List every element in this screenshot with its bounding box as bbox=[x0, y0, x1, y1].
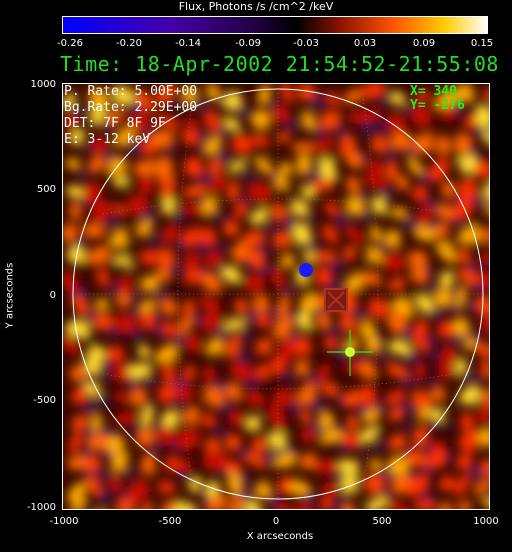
cursor-crosshair-icon bbox=[327, 330, 373, 376]
x-tick: -500 bbox=[158, 516, 182, 527]
colorbar-tick: -0.20 bbox=[116, 38, 142, 49]
y-tick: 500 bbox=[36, 184, 56, 195]
x-tick: 1000 bbox=[473, 516, 499, 527]
y-tick: -500 bbox=[33, 395, 56, 406]
colorbar-title: Flux, Photons /s /cm^2 /keV bbox=[178, 0, 334, 13]
colorbar-tick: -0.09 bbox=[235, 38, 261, 49]
energy-band-label: E: 3-12 keV bbox=[64, 132, 151, 147]
flux-map-plot[interactable] bbox=[62, 83, 490, 510]
time-range-label: Time: 18-Apr-2002 21:54:52-21:55:08 bbox=[60, 52, 499, 76]
colorbar-tick: 0.09 bbox=[412, 38, 436, 49]
x-tick: 500 bbox=[372, 516, 392, 527]
colorbar-tick: 0.03 bbox=[353, 38, 377, 49]
x-tick: -1000 bbox=[49, 516, 79, 527]
y-tick: 0 bbox=[49, 290, 56, 301]
flux-map-image[interactable] bbox=[63, 84, 489, 509]
x-axis-label: X arcseconds bbox=[246, 531, 314, 542]
y-tick: -1000 bbox=[26, 502, 56, 513]
colorbar-tick: -0.26 bbox=[57, 38, 83, 49]
cursor-y-readout: Y= -276 bbox=[410, 98, 465, 113]
colorbar-tick: -0.03 bbox=[293, 38, 319, 49]
heliographic-grid bbox=[73, 89, 483, 499]
x-tick: 0 bbox=[272, 516, 280, 527]
colorbar bbox=[62, 16, 488, 34]
colorbar-tick: 0.15 bbox=[470, 38, 494, 49]
detectors-label: DET: 7F 8F 9F bbox=[64, 116, 166, 131]
cursor-x-readout: X= 340 bbox=[410, 84, 457, 99]
colorbar-tick: -0.14 bbox=[175, 38, 201, 49]
background-rate-label: Bg.Rate: 2.29E+00 bbox=[64, 100, 198, 115]
y-axis-label: Y arcseconds bbox=[4, 262, 16, 329]
peak-rate-label: P. Rate: 5.00E+00 bbox=[64, 84, 198, 99]
y-tick: 1000 bbox=[30, 79, 56, 90]
negative-peak bbox=[299, 263, 313, 277]
